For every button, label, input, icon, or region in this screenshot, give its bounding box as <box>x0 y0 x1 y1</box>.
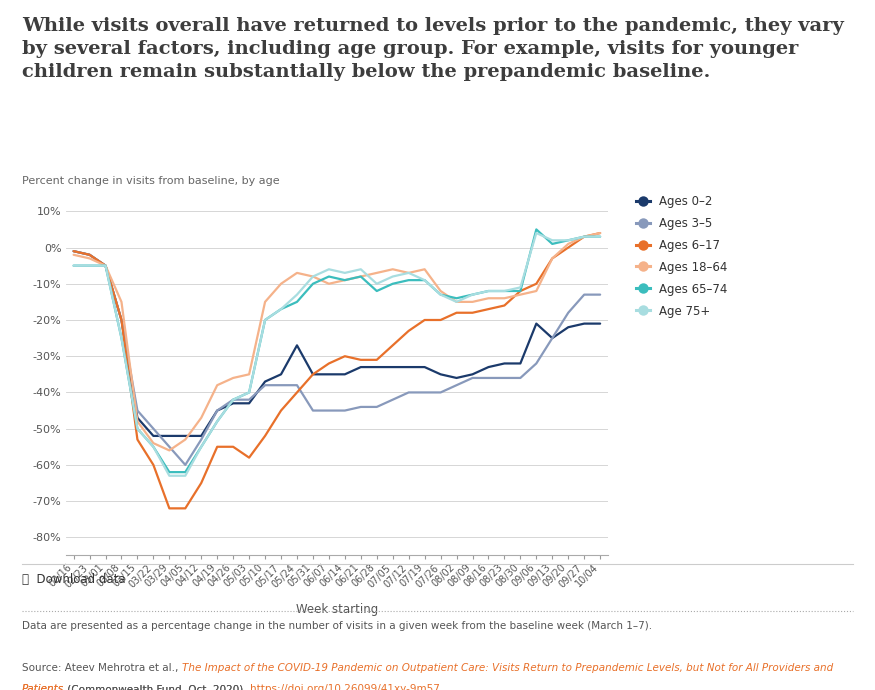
Text: (Commonwealth Fund, Oct. 2020).: (Commonwealth Fund, Oct. 2020). <box>64 684 250 690</box>
Text: The Impact of the COVID-19 Pandemic on Outpatient Care: Visits Return to Prepand: The Impact of the COVID-19 Pandemic on O… <box>181 662 833 673</box>
Text: Percent change in visits from baseline, by age: Percent change in visits from baseline, … <box>22 176 279 186</box>
Text: Data are presented as a percentage change in the number of visits in a given wee: Data are presented as a percentage chang… <box>22 621 652 631</box>
X-axis label: Week starting: Week starting <box>296 603 378 616</box>
Text: Patients: Patients <box>22 684 64 690</box>
Text: ⤓  Download data: ⤓ Download data <box>22 573 125 586</box>
Text: Patients: Patients <box>22 684 64 690</box>
Legend: Ages 0–2, Ages 3–5, Ages 6–17, Ages 18–64, Ages 65–74, Age 75+: Ages 0–2, Ages 3–5, Ages 6–17, Ages 18–6… <box>636 195 728 318</box>
Text: Source: Ateev Mehrotra et al.,: Source: Ateev Mehrotra et al., <box>22 662 181 673</box>
Text: (Commonwealth Fund, Oct. 2020).: (Commonwealth Fund, Oct. 2020). <box>64 684 250 690</box>
Text: https://doi.org/10.26099/41xy-9m57: https://doi.org/10.26099/41xy-9m57 <box>250 684 440 690</box>
Text: While visits overall have returned to levels prior to the pandemic, they vary
by: While visits overall have returned to le… <box>22 17 844 81</box>
